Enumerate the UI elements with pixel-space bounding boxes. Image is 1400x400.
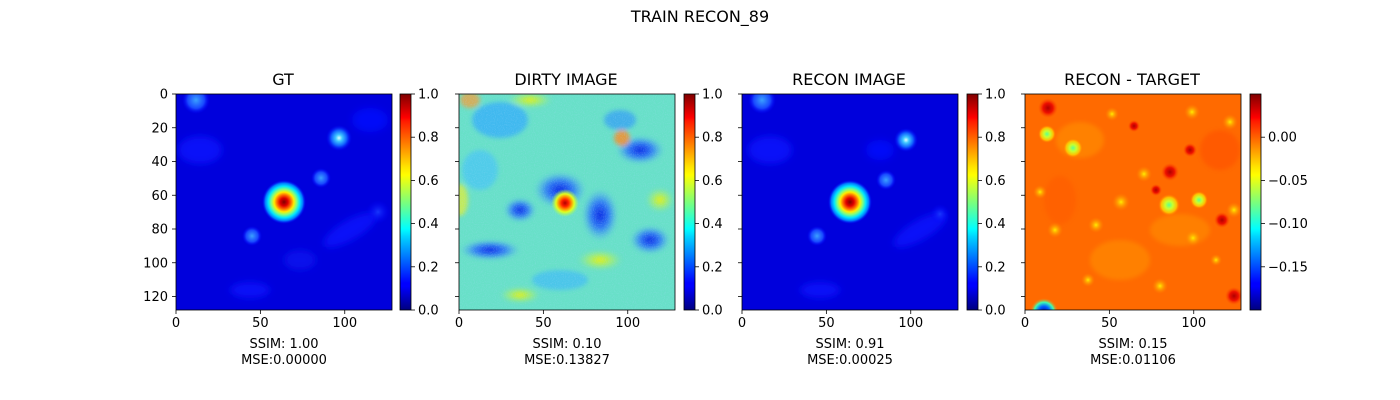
x-tick-label: 50 [535, 316, 552, 331]
heatmap-recon [742, 94, 958, 310]
axes-frame-gt [175, 93, 393, 311]
axes-frame-dirty [458, 93, 676, 311]
colorbar-tick-label: 0.4 [702, 217, 723, 232]
caption-gt: SSIM: 1.00 MSE:0.00000 [184, 337, 384, 369]
colorbar-tick-label: 0.6 [418, 174, 439, 189]
caption-dirty: SSIM: 0.10 MSE:0.13827 [467, 337, 667, 369]
x-tick-label: 50 [818, 316, 835, 331]
heatmap-gt [176, 94, 392, 310]
axes-frame-diff [1024, 93, 1242, 311]
caption-diff-ssim: SSIM: 0.15 [1098, 337, 1168, 352]
colorbar-tick-label: 1.0 [985, 88, 1006, 103]
x-tick-label: 0 [1021, 316, 1029, 331]
panel-title-gt: GT [272, 70, 294, 89]
caption-gt-ssim: SSIM: 1.00 [249, 337, 319, 352]
colorbar-tick-label: 0.4 [418, 217, 439, 232]
colorbar-tick-label: 0.2 [418, 260, 439, 275]
colorbar-tick-label: 0.0 [418, 304, 439, 319]
y-tick-label: 60 [151, 189, 168, 204]
colorbar-tick-label: 0.8 [418, 131, 439, 146]
caption-gt-mse: MSE:0.00000 [241, 353, 327, 368]
caption-recon: SSIM: 0.91 MSE:0.00025 [750, 337, 950, 369]
x-tick-label: 50 [1101, 316, 1118, 331]
caption-diff: SSIM: 0.15 MSE:0.01106 [1033, 337, 1233, 369]
colorbar-tick-label: 1.0 [418, 88, 439, 103]
figure-title: TRAIN RECON_89 [630, 7, 770, 26]
y-tick-label: 100 [143, 256, 168, 271]
x-tick-label: 100 [898, 316, 923, 331]
x-tick-label: 100 [332, 316, 357, 331]
caption-dirty-ssim: SSIM: 0.10 [532, 337, 602, 352]
colorbar-tick-label: 0.8 [702, 131, 723, 146]
colorbar-tick-label: 0.4 [985, 217, 1006, 232]
heatmap-dirty [459, 94, 675, 310]
x-tick-label: 100 [615, 316, 640, 331]
colorbar-tick-label: 0.2 [985, 260, 1006, 275]
caption-diff-mse: MSE:0.01106 [1090, 353, 1176, 368]
axes-frame-recon [741, 93, 959, 311]
axis-ticks: 0 50 100 0 20 40 60 80 100 120 0.0 0.2 0.4 0.6 0.8 1.0 0… [143, 88, 1308, 332]
colorbar-tick-label: 0.0 [702, 304, 723, 319]
colorbar-tick-label: 0.2 [702, 260, 723, 275]
colorbar-tick-label: 0.6 [702, 174, 723, 189]
colorbar-tick-label: −0.05 [1268, 174, 1308, 189]
caption-recon-mse: MSE:0.00025 [807, 353, 893, 368]
colorbar-diff [1249, 93, 1262, 311]
colorbar-gt [399, 93, 412, 311]
colorbar-tick-label: −0.15 [1268, 260, 1308, 275]
caption-dirty-mse: MSE:0.13827 [524, 353, 610, 368]
colorbar-tick-label: 0.00 [1268, 131, 1297, 146]
x-tick-label: 0 [738, 316, 746, 331]
colorbar-tick-label: 1.0 [702, 88, 723, 103]
y-tick-label: 80 [151, 223, 168, 238]
colorbar-tick-label: 0.8 [985, 131, 1006, 146]
colorbar-dirty [683, 93, 696, 311]
x-tick-label: 50 [252, 316, 269, 331]
y-tick-label: 120 [143, 290, 168, 305]
y-tick-label: 20 [151, 121, 168, 136]
panel-title-dirty: DIRTY IMAGE [514, 70, 618, 89]
panel-title-diff: RECON - TARGET [1064, 70, 1200, 89]
y-tick-label: 0 [160, 88, 168, 103]
x-tick-label: 100 [1181, 316, 1206, 331]
colorbar-tick-label: 0.6 [985, 174, 1006, 189]
colorbar-tick-label: −0.10 [1268, 217, 1308, 232]
x-tick-label: 0 [172, 316, 180, 331]
colorbar-recon [966, 93, 979, 311]
caption-recon-ssim: SSIM: 0.91 [815, 337, 885, 352]
colorbar-tick-label: 0.0 [985, 304, 1006, 319]
y-tick-label: 40 [151, 155, 168, 170]
panel-title-recon: RECON IMAGE [792, 70, 906, 89]
heatmap-diff [1025, 94, 1241, 310]
x-tick-label: 0 [455, 316, 463, 331]
